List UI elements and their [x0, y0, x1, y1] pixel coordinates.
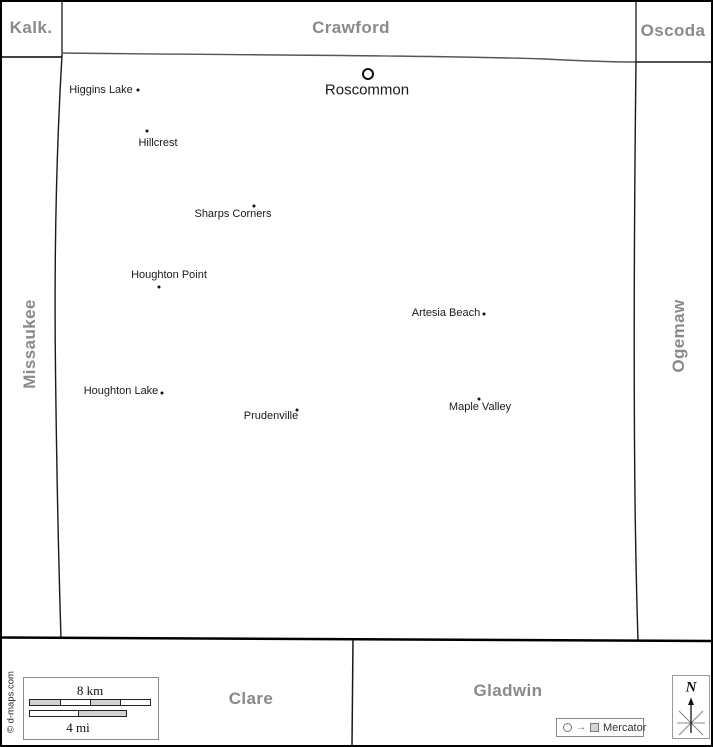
town-dot-sharps-corners [252, 204, 256, 208]
town-label-hillcrest: Hillcrest [138, 137, 178, 149]
scale-segment [90, 700, 120, 705]
town-dot-maple-valley [477, 397, 481, 401]
scale-segment [120, 700, 150, 705]
town-label-maple-valley: Maple Valley [448, 401, 512, 413]
compass-rose-icon [677, 697, 705, 736]
compass: N [672, 675, 710, 739]
county-seat-label: Roscommon [324, 81, 410, 99]
scale-segment [78, 711, 126, 716]
border-north-crawford [61, 52, 637, 63]
town-label-higgins-lake: Higgins Lake [69, 84, 133, 96]
scale-km-label: 8 km [76, 683, 104, 698]
scale-segment [30, 711, 78, 716]
neighbor-label-oscoda: Oscoda [640, 21, 706, 40]
town-dot-houghton-lake [160, 391, 164, 395]
scale-segment [60, 700, 90, 705]
globe-circle-icon [563, 723, 572, 732]
town-dot-higgins-lake [136, 88, 140, 92]
town-label-houghton-lake: Houghton Lake [83, 385, 159, 397]
projection-label: Mercator [603, 721, 647, 734]
border-east-ogemaw [633, 61, 639, 641]
town-dot-artesia-beach [482, 312, 486, 316]
border-clare-gladwin [351, 639, 354, 746]
scale-km-bar [29, 699, 151, 706]
scale-segment [30, 700, 60, 705]
border-south [1, 636, 712, 643]
neighbor-label-crawford: Crawford [312, 18, 390, 37]
copyright-credit: © d-maps.com [5, 671, 17, 733]
projection-arrow-icon: → [576, 721, 586, 733]
projection-legend: → Mercator [556, 718, 647, 737]
neighbor-label-clare: Clare [228, 689, 274, 708]
north-label: N [685, 679, 697, 696]
town-label-prudenville: Prudenville [243, 410, 299, 422]
town-dot-houghton-point [157, 285, 161, 289]
neighbor-label-ogemaw: Ogemaw [669, 299, 688, 373]
neighbor-label-kalkaska: Kalk. [9, 18, 53, 37]
border-west-missaukee [54, 54, 63, 640]
county-seat-marker [362, 68, 374, 80]
town-dot-prudenville [295, 408, 299, 412]
neighbor-label-missaukee: Missaukee [20, 299, 39, 389]
town-label-houghton-point: Houghton Point [131, 269, 207, 281]
town-label-sharps-corners: Sharps Corners [194, 208, 272, 220]
scale-mi-label: 4 mi [66, 720, 90, 735]
map-square-icon [590, 723, 599, 732]
neighbor-label-gladwin: Gladwin [473, 681, 543, 700]
scale-bar: 8 km 4 mi [23, 677, 159, 740]
town-label-artesia-beach: Artesia Beach [411, 307, 481, 319]
scale-mi-bar [29, 710, 127, 717]
town-dot-hillcrest [145, 129, 149, 133]
